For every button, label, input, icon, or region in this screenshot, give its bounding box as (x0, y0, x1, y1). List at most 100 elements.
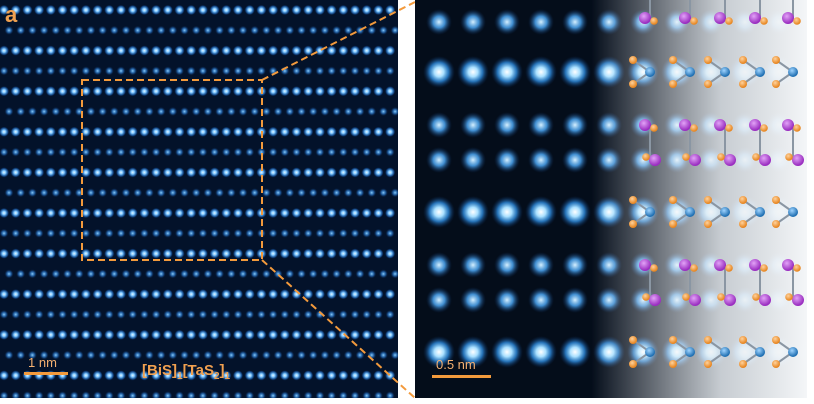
atom-column (280, 147, 290, 157)
atom-column (144, 25, 154, 35)
atom-column (338, 228, 348, 238)
tantalum-atom (645, 67, 655, 77)
atom-column (197, 329, 209, 340)
atom-column (162, 248, 173, 259)
atom-column (57, 66, 68, 76)
atom-column (267, 45, 279, 56)
atom-column (361, 289, 372, 300)
scale-bar-label: 1 nm (28, 355, 57, 370)
atom-column (291, 86, 302, 97)
atom-column (128, 391, 138, 398)
atom-column (80, 4, 92, 16)
atom-column (197, 207, 209, 219)
bismuth-atom (639, 259, 651, 271)
atom-column (373, 45, 384, 56)
atom-column (308, 25, 318, 35)
atom-column (390, 106, 398, 117)
atom-column (215, 25, 225, 35)
atom-column (291, 126, 302, 137)
atom-column (256, 147, 266, 157)
atom-column (303, 391, 313, 398)
atom-column (373, 329, 384, 340)
sulfur-atom (793, 124, 801, 132)
atom-column (80, 126, 92, 137)
atom-column (174, 126, 185, 137)
atom-column (80, 289, 92, 300)
atom-column (338, 126, 349, 137)
atom-column (86, 25, 96, 35)
atom-column (268, 391, 278, 398)
atom-column (10, 4, 21, 16)
atom-column (233, 147, 243, 157)
atom-column (51, 106, 61, 117)
atom-column (232, 248, 244, 259)
atom-column (121, 350, 131, 360)
sulfur-atom (725, 124, 733, 132)
atom-column (34, 309, 44, 320)
atom-column (198, 391, 208, 398)
atom-column (69, 391, 79, 398)
atom-column (326, 86, 337, 97)
atom-column (45, 167, 56, 178)
atom-column (261, 350, 271, 360)
atom-column (373, 309, 383, 320)
atom-column (51, 25, 61, 35)
sulfur-atom (642, 153, 650, 161)
atom-column (33, 45, 45, 56)
atom-column (244, 207, 255, 219)
atom-column (314, 248, 326, 259)
atom-column (33, 248, 45, 259)
atom-column (191, 269, 201, 279)
atom-column (315, 228, 325, 238)
sulfur-atom (704, 360, 712, 368)
atom-column (121, 106, 131, 117)
atom-column (209, 289, 220, 300)
bismuth-atom (792, 154, 804, 166)
sulfur-atom (669, 56, 677, 64)
atom-column (232, 86, 244, 97)
atom-column (104, 207, 115, 219)
atom-column (93, 309, 103, 320)
atom-column (150, 370, 162, 381)
atom-column (186, 4, 197, 16)
atom-column (163, 147, 173, 157)
atom-column (80, 207, 92, 219)
atom-column (332, 350, 342, 360)
atom-column (338, 4, 349, 16)
atom-column (127, 4, 138, 16)
tantalum-atom (720, 347, 730, 357)
atom-column (209, 45, 220, 56)
atom-column (221, 207, 232, 219)
atom-column (179, 188, 190, 198)
atom-column (303, 66, 313, 76)
sulfur-atom (752, 293, 760, 301)
atom-column (232, 167, 244, 178)
atom-column (385, 147, 395, 157)
atom-column (349, 167, 361, 178)
atom-column (4, 25, 14, 35)
bismuth-atom (714, 12, 726, 24)
atom-column (150, 289, 162, 300)
atom-column (209, 370, 220, 381)
atom-column (174, 248, 185, 259)
atom-column (261, 25, 271, 35)
atom-column (268, 228, 278, 238)
atom-column (69, 207, 80, 219)
atom-column (116, 147, 126, 157)
atom-column (373, 86, 384, 97)
atom-column (385, 309, 395, 320)
atom-column (57, 147, 68, 157)
atom-column (98, 269, 108, 279)
atom-column (156, 350, 166, 360)
atom-column (186, 86, 197, 97)
atom-column (279, 289, 290, 300)
atom-column (174, 207, 185, 219)
atom-column (139, 45, 150, 56)
atom-column (250, 350, 260, 360)
sulfur-atom (690, 264, 698, 272)
sulfur-atom (629, 80, 637, 88)
atom-column (57, 167, 68, 178)
bismuth-atom (724, 294, 736, 306)
atom-column (150, 207, 162, 219)
atom-column (11, 391, 21, 398)
